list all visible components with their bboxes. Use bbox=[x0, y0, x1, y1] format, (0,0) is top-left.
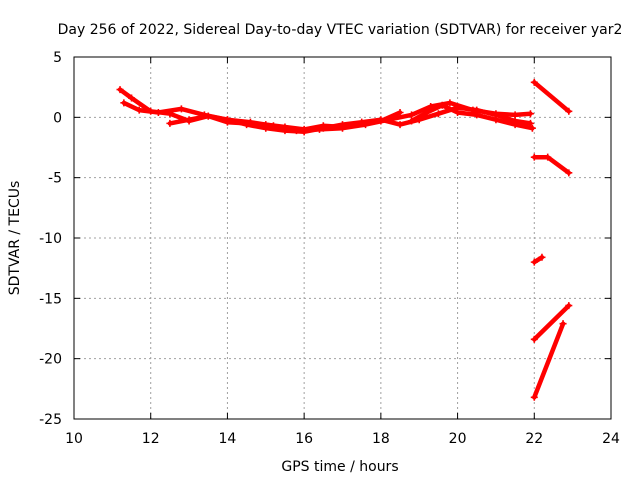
axis-ticks: 10 12 14 16 18 20 22 24 5 0 -5 -10 -15 -20 -25 bbox=[39, 50, 620, 447]
data-point bbox=[446, 99, 454, 107]
series-late-segment-3 bbox=[530, 253, 546, 266]
data-point bbox=[177, 105, 185, 113]
data-point bbox=[300, 128, 308, 136]
data-point bbox=[423, 109, 431, 117]
series-line bbox=[532, 154, 572, 176]
data-point bbox=[116, 86, 124, 94]
plot-frame bbox=[73, 56, 612, 420]
y-tick-label: -20 bbox=[39, 352, 62, 368]
data-point bbox=[281, 127, 289, 135]
data-point bbox=[339, 121, 346, 129]
data-point bbox=[565, 302, 573, 310]
data-point bbox=[166, 119, 174, 127]
data-point bbox=[438, 101, 446, 109]
data-point bbox=[530, 153, 538, 161]
data-point bbox=[185, 116, 193, 124]
series-late-segment-4 bbox=[530, 302, 573, 343]
data-point bbox=[538, 253, 546, 261]
series-sat-track-3 bbox=[166, 104, 534, 136]
x-tick-label: 22 bbox=[525, 431, 543, 447]
data-point bbox=[526, 110, 534, 118]
x-tick-label: 10 bbox=[65, 431, 83, 447]
data-point bbox=[128, 94, 136, 102]
data-point bbox=[530, 335, 538, 343]
data-point bbox=[377, 116, 385, 124]
series-sat-track-4 bbox=[408, 101, 536, 132]
data-point bbox=[565, 107, 573, 115]
data-point bbox=[528, 124, 536, 132]
data-point bbox=[454, 109, 462, 117]
data-point bbox=[434, 110, 442, 118]
data-point bbox=[492, 116, 500, 124]
y-tick-label: 0 bbox=[53, 110, 62, 126]
data-point bbox=[530, 78, 538, 86]
chart-title: Day 256 of 2022, Sidereal Day-to-day VTE… bbox=[58, 22, 623, 38]
y-tick-label: 5 bbox=[53, 50, 62, 66]
x-axis-label: GPS time / hours bbox=[281, 459, 398, 475]
series-late-segment-1 bbox=[530, 78, 573, 115]
data-point bbox=[358, 118, 366, 126]
x-tick-label: 20 bbox=[449, 431, 467, 447]
data-point bbox=[204, 112, 212, 120]
series-line bbox=[532, 80, 572, 114]
y-tick-label: -25 bbox=[39, 412, 62, 428]
data-point bbox=[135, 106, 143, 114]
y-tick-label: -10 bbox=[39, 231, 62, 247]
data-point bbox=[243, 121, 251, 129]
data-point bbox=[530, 393, 538, 401]
data-point bbox=[511, 121, 519, 129]
y-tick-label: -5 bbox=[48, 171, 62, 187]
data-point bbox=[223, 116, 231, 124]
data-point bbox=[120, 99, 128, 107]
data-point bbox=[565, 169, 573, 177]
series-late-segment-2 bbox=[530, 153, 573, 177]
y-axis-label: SDTVAR / TECUs bbox=[7, 181, 23, 296]
series-line bbox=[532, 321, 566, 400]
data-point bbox=[473, 111, 481, 119]
data-point bbox=[511, 111, 519, 119]
x-tick-label: 14 bbox=[219, 431, 237, 447]
series-late-segment-5 bbox=[530, 320, 567, 401]
series-line bbox=[532, 303, 572, 342]
x-tick-label: 16 bbox=[295, 431, 313, 447]
data-point bbox=[559, 320, 567, 328]
x-tick-label: 24 bbox=[602, 431, 620, 447]
data-point bbox=[396, 121, 404, 129]
data-point bbox=[154, 109, 162, 117]
data-point bbox=[408, 111, 416, 119]
data-point bbox=[408, 117, 416, 125]
data-point bbox=[530, 258, 538, 266]
data-point bbox=[396, 109, 404, 117]
x-tick-label: 18 bbox=[372, 431, 390, 447]
data-point bbox=[544, 153, 552, 161]
data-point bbox=[319, 124, 327, 132]
data-series bbox=[116, 78, 573, 401]
data-point bbox=[262, 124, 270, 132]
y-tick-label: -15 bbox=[39, 291, 62, 307]
x-tick-label: 12 bbox=[142, 431, 160, 447]
